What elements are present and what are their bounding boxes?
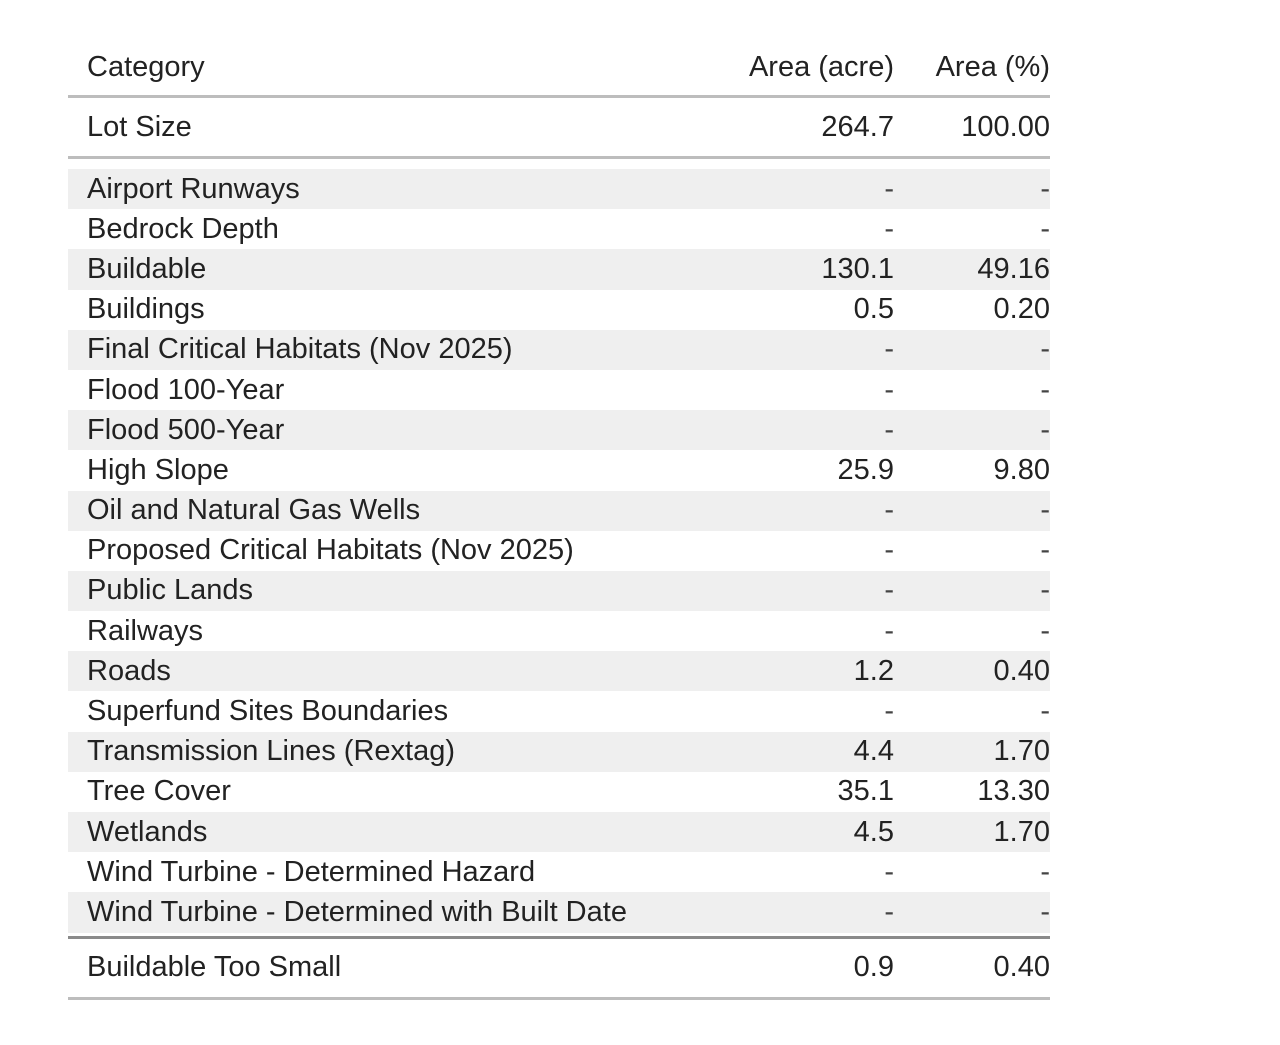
row-category: Railways	[87, 614, 204, 647]
row-category: Buildable	[87, 252, 207, 285]
table-row: Proposed Critical Habitats (Nov 2025) - -	[68, 531, 1050, 571]
row-area-pct: -	[1040, 212, 1050, 245]
table-row: Oil and Natural Gas Wells - -	[68, 490, 1050, 531]
table-row: Wind Turbine - Determined Hazard - -	[68, 852, 1050, 892]
row-area-acre: -	[884, 855, 894, 888]
row-area-acre: -	[884, 172, 894, 205]
row-category: Buildings	[87, 293, 205, 326]
lot-size-label: Lot Size	[87, 110, 192, 143]
table-row: Roads 1.2 0.40	[68, 651, 1050, 692]
table-row: Tree Cover 35.1 13.30	[68, 772, 1050, 812]
table-header-row: Category Area (acre) Area (%)	[68, 40, 1050, 98]
row-category: Wind Turbine - Determined Hazard	[87, 855, 536, 888]
row-area-acre: -	[884, 413, 894, 446]
row-area-pct: 1.70	[993, 735, 1050, 768]
row-category: Bedrock Depth	[87, 212, 279, 245]
row-area-pct: 9.80	[993, 453, 1050, 486]
row-area-acre: 0.5	[853, 293, 894, 326]
column-header-area-pct: Area (%)	[935, 51, 1050, 83]
row-area-pct: 49.16	[977, 252, 1050, 285]
row-area-pct: -	[1040, 695, 1050, 728]
row-area-acre: 130.1	[821, 252, 894, 285]
row-area-acre: -	[884, 494, 894, 527]
table-bottom-rule	[68, 996, 1050, 1000]
area-table: Category Area (acre) Area (%) Lot Size 2…	[68, 40, 1050, 1000]
row-area-pct: -	[1040, 614, 1050, 647]
row-category: Transmission Lines (Rextag)	[87, 735, 455, 768]
lot-size-row: Lot Size 264.7 100.00	[68, 98, 1050, 156]
buildable-too-small-label: Buildable Too Small	[87, 951, 342, 984]
row-area-pct: 1.70	[993, 815, 1050, 848]
row-area-pct: -	[1040, 574, 1050, 607]
row-area-acre: -	[884, 212, 894, 245]
table-row: Railways - -	[68, 611, 1050, 651]
row-category: Superfund Sites Boundaries	[87, 695, 449, 728]
row-category: Wetlands	[87, 815, 208, 848]
row-category: Public Lands	[87, 574, 254, 607]
row-area-acre: -	[884, 695, 894, 728]
buildable-too-small-row: Buildable Too Small 0.9 0.40	[68, 939, 1050, 997]
row-area-acre: -	[884, 614, 894, 647]
table-row: Superfund Sites Boundaries - -	[68, 691, 1050, 731]
row-area-pct: 0.40	[993, 654, 1050, 687]
row-area-acre: -	[884, 895, 894, 928]
row-area-pct: 13.30	[977, 775, 1050, 808]
table-row: Buildable 130.1 49.16	[68, 249, 1050, 290]
row-area-pct: -	[1040, 855, 1050, 888]
table-row: Flood 500-Year - -	[68, 410, 1050, 451]
row-area-acre: -	[884, 373, 894, 406]
row-area-pct: -	[1040, 333, 1050, 366]
row-area-acre: 4.4	[853, 735, 894, 768]
table-row: Buildings 0.5 0.20	[68, 290, 1050, 330]
table-row: Final Critical Habitats (Nov 2025) - -	[68, 329, 1050, 370]
row-category: Flood 100-Year	[87, 373, 285, 406]
row-category: Airport Runways	[87, 172, 300, 205]
table-row: Airport Runways - -	[68, 169, 1050, 210]
row-area-pct: -	[1040, 895, 1050, 928]
category-rows: Airport Runways - - Bedrock Depth - - Buildabl…	[68, 159, 1050, 936]
column-header-area-acre: Area (acre)	[748, 51, 894, 83]
table-row: Transmission Lines (Rextag) 4.4 1.70	[68, 731, 1050, 772]
row-area-acre: 4.5	[853, 815, 894, 848]
table-row: Wetlands 4.5 1.70	[68, 812, 1050, 853]
row-area-acre: -	[884, 333, 894, 366]
row-area-acre: 1.2	[853, 654, 894, 687]
lot-size-area-acre: 264.7	[821, 110, 894, 143]
row-category: Wind Turbine - Determined with Built Dat…	[87, 895, 627, 928]
table-row: Wind Turbine - Determined with Built Dat…	[68, 892, 1050, 933]
row-area-pct: -	[1040, 534, 1050, 567]
section-divider	[68, 935, 1050, 939]
row-area-acre: 35.1	[837, 775, 894, 808]
row-area-pct: 0.20	[993, 293, 1050, 326]
row-category: Final Critical Habitats (Nov 2025)	[87, 333, 513, 366]
row-category: High Slope	[87, 453, 229, 486]
lot-size-area-pct: 100.00	[961, 110, 1050, 143]
buildable-too-small-area-pct: 0.40	[993, 951, 1050, 984]
column-header-category: Category	[87, 51, 205, 83]
row-category: Flood 500-Year	[87, 413, 285, 446]
row-area-pct: -	[1040, 413, 1050, 446]
row-area-pct: -	[1040, 172, 1050, 205]
table-row: Public Lands - -	[68, 570, 1050, 612]
row-category: Tree Cover	[87, 775, 231, 808]
table-row: Flood 100-Year - -	[68, 370, 1050, 410]
table-row: High Slope 25.9 9.80	[68, 450, 1050, 490]
row-area-acre: 25.9	[837, 453, 894, 486]
row-category: Proposed Critical Habitats (Nov 2025)	[87, 534, 574, 567]
row-area-acre: -	[884, 534, 894, 567]
row-area-acre: -	[884, 574, 894, 607]
table-row: Bedrock Depth - -	[68, 209, 1050, 249]
row-category: Roads	[87, 654, 171, 687]
buildable-too-small-area-acre: 0.9	[853, 951, 894, 984]
row-category: Oil and Natural Gas Wells	[87, 494, 421, 527]
section-divider	[68, 156, 1050, 159]
row-area-pct: -	[1040, 494, 1050, 527]
row-area-pct: -	[1040, 373, 1050, 406]
